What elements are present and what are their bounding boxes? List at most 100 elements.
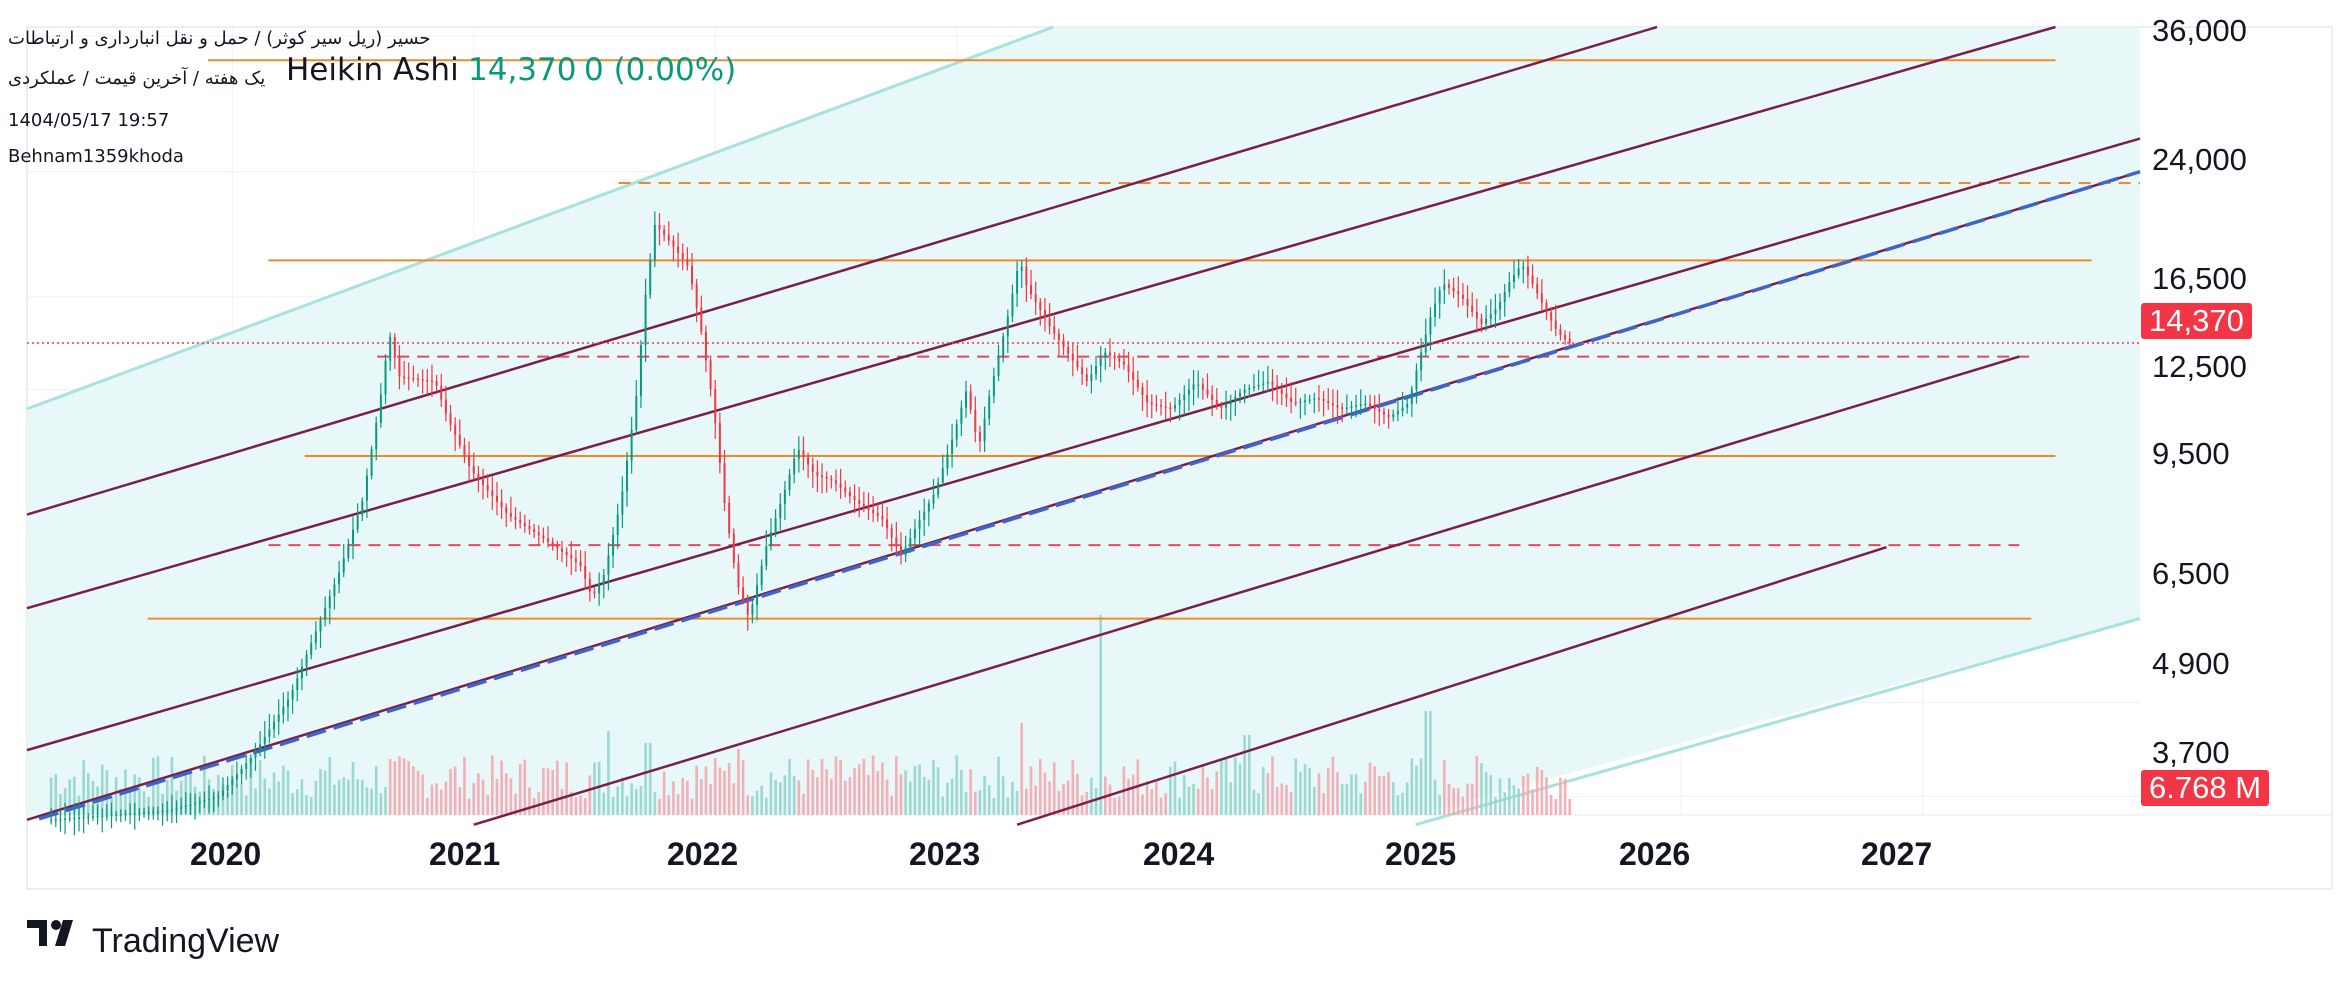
channel-line [473, 355, 2020, 826]
candle-body [249, 757, 252, 764]
volume-bar [1252, 789, 1256, 815]
candle-body [1150, 402, 1153, 405]
candle-body [1350, 406, 1353, 408]
candle-body [839, 483, 842, 488]
volume-bar [941, 796, 945, 815]
volume-bar [1182, 775, 1186, 815]
volume-bar [416, 770, 420, 815]
candle-body [1480, 318, 1483, 324]
candle-body [180, 806, 183, 809]
volume-bar [546, 768, 550, 815]
candle-body [965, 391, 968, 408]
candle-body [691, 265, 694, 285]
candle-body [992, 375, 995, 397]
candle-body [1526, 266, 1529, 276]
candle-body [1039, 302, 1042, 311]
candle-body [737, 562, 740, 588]
candle-body [54, 819, 57, 821]
candle-body [1517, 268, 1520, 276]
candle-body [1359, 404, 1362, 406]
candle-body [194, 802, 197, 805]
volume-bar [932, 760, 935, 815]
volume-bar [732, 783, 736, 815]
volume-bar [1094, 787, 1098, 815]
volume-bar [556, 760, 559, 815]
volume-bar [769, 772, 773, 815]
volume-bar [156, 756, 160, 815]
candle-body [184, 805, 187, 808]
candle-body [1136, 379, 1139, 388]
candle-body [1201, 384, 1204, 390]
volume-bar [1498, 778, 1502, 815]
candle-body [797, 450, 800, 459]
candle-body [319, 619, 322, 632]
volume-bar [1489, 775, 1493, 815]
volume-bar [1206, 777, 1209, 815]
volume-bar [1405, 782, 1409, 815]
volume-bar [885, 779, 889, 815]
candle-body [593, 591, 596, 594]
candle-body [1020, 266, 1023, 271]
candle-body [231, 779, 234, 786]
channel-line [26, 25, 1658, 516]
candle-body [834, 480, 837, 484]
candle-body [347, 543, 350, 559]
channel-boundary-line [26, 25, 1054, 411]
candle-body [1173, 405, 1176, 409]
volume-bar [1108, 784, 1112, 815]
candle-body [342, 558, 345, 573]
volume-bar [1006, 797, 1010, 815]
volume-bar [811, 769, 815, 815]
candle-body [1512, 275, 1515, 283]
volume-bar [1025, 788, 1028, 815]
volume-bar [918, 764, 921, 815]
candle-body [918, 519, 921, 529]
x-tick-label: 2026 [1619, 836, 1691, 872]
volume-bar [1545, 777, 1548, 815]
candle-body [143, 812, 146, 814]
volume-bar [658, 798, 661, 815]
y-tick-label: 6,500 [2152, 556, 2230, 591]
volume-bar [871, 755, 875, 815]
candle-body [64, 818, 67, 821]
volume-bar [1429, 711, 1432, 815]
volume-bars [49, 615, 1572, 815]
candle-body [588, 578, 591, 592]
volume-bar [908, 781, 912, 815]
volume-bar [342, 777, 346, 815]
candle-body [825, 477, 828, 479]
volume-bar [147, 796, 150, 815]
volume-bar [68, 779, 72, 815]
volume-bar [1452, 788, 1455, 815]
candle-body [1192, 384, 1195, 390]
volume-bar [1303, 764, 1307, 815]
volume-bar [741, 760, 745, 815]
candle-body [1392, 414, 1395, 418]
volume-bar [1099, 615, 1103, 815]
volume-bar [778, 782, 782, 815]
tradingview-brand: TradingView [92, 922, 280, 960]
volume-bar [514, 793, 517, 815]
volume-bar [1563, 778, 1567, 815]
volume-bar [54, 774, 58, 815]
candle-body [286, 699, 289, 708]
volume-bar [565, 762, 568, 815]
volume-bar [686, 780, 689, 815]
candle-body [310, 643, 313, 655]
tradingview-logo-icon[interactable] [27, 918, 83, 948]
candle-body [876, 512, 879, 516]
volume-bar [1187, 786, 1191, 815]
candle-body [1076, 360, 1079, 368]
timestamp: 1404/05/17 19:57 [8, 110, 170, 131]
candle-body [932, 494, 935, 504]
candle-body [379, 394, 382, 423]
candle-body [68, 818, 71, 820]
volume-bar [978, 790, 982, 815]
candle-body [291, 689, 294, 700]
candle-body [338, 572, 341, 585]
volume-bar [1401, 792, 1404, 815]
candle-body [612, 535, 615, 556]
candle-body [978, 432, 981, 442]
candle-body [830, 478, 833, 481]
